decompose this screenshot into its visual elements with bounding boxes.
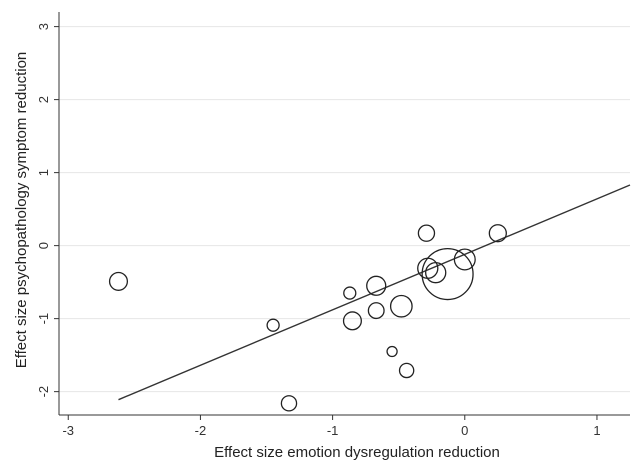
y-tick-label: 2 <box>36 96 51 103</box>
x-tick-label: -3 <box>62 423 74 438</box>
y-axis-ticks: -2 -1 0 1 2 3 <box>36 23 59 397</box>
y-axis-title: Effect size psychopathology symptom redu… <box>13 52 30 369</box>
regression-fit-line <box>118 184 631 401</box>
y-tick-label: 0 <box>36 242 51 249</box>
study-marker <box>386 345 398 358</box>
study-marker <box>108 271 129 291</box>
study-markers <box>108 224 507 412</box>
study-marker <box>389 294 413 318</box>
y-tick-label: 1 <box>36 169 51 176</box>
y-tick-label: -2 <box>36 386 51 398</box>
study-marker <box>342 311 362 331</box>
y-tick-label: 3 <box>36 23 51 30</box>
x-tick-label: 1 <box>593 423 600 438</box>
study-marker <box>453 248 476 271</box>
study-marker <box>367 302 385 320</box>
study-marker <box>488 224 507 243</box>
study-marker <box>421 247 474 301</box>
study-marker <box>425 261 447 284</box>
x-tick-label: 0 <box>461 423 468 438</box>
study-marker <box>417 257 439 279</box>
study-marker <box>417 224 436 242</box>
study-marker <box>280 395 298 412</box>
x-axis-title: Effect size emotion dysregulation reduct… <box>214 444 500 460</box>
study-marker <box>266 318 280 332</box>
grid-lines <box>59 26 630 393</box>
x-tick-label: -2 <box>195 423 207 438</box>
study-marker <box>398 362 415 379</box>
x-tick-label: -1 <box>327 423 339 438</box>
study-marker <box>366 275 387 296</box>
x-axis-ticks: -3 -2 -1 0 1 <box>62 415 601 438</box>
study-marker <box>343 286 357 300</box>
y-tick-label: -1 <box>36 313 51 325</box>
